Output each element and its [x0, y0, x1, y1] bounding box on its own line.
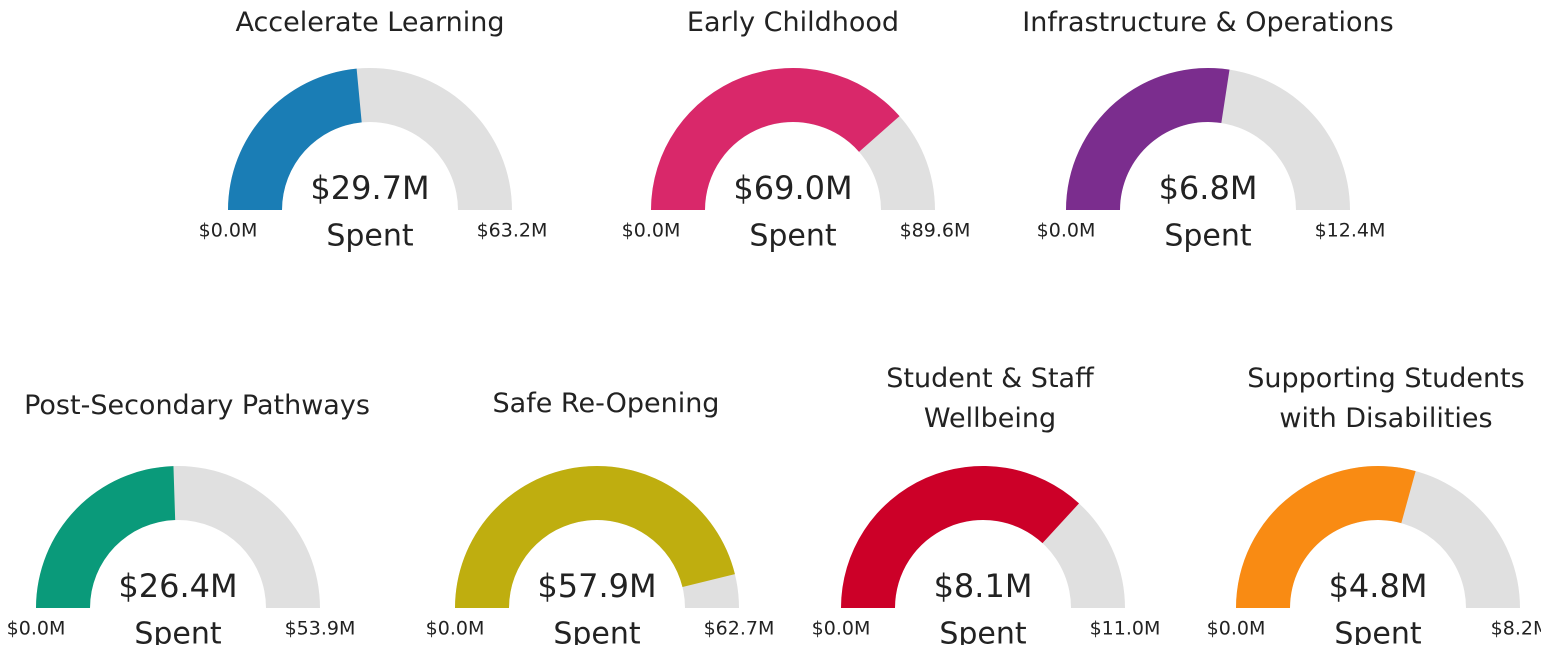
caption: Spent [134, 617, 222, 645]
value-label: $26.4M [118, 567, 237, 605]
tick-label: $12.4M [1315, 220, 1386, 242]
gauge-title: Infrastructure & Operations [1022, 7, 1394, 38]
gauge-fill [36, 466, 176, 608]
value-label: $8.1M [934, 567, 1033, 605]
tick-label: $0.0M [426, 618, 485, 640]
caption: Spent [749, 219, 837, 254]
gauge-title: Early Childhood [686, 7, 900, 38]
tick-label: $0.0M [7, 618, 66, 640]
value-label: $69.0M [733, 169, 852, 207]
caption: Spent [326, 219, 414, 254]
gauge-fill [840, 466, 1080, 608]
gauge-title: Safe Re-Opening [492, 388, 720, 419]
gauge-fill [1236, 466, 1416, 608]
gauge-title: Post-Secondary Pathways [24, 390, 370, 421]
tick-label: $0.0M [812, 618, 871, 640]
gauge-fill [228, 68, 362, 210]
tick-label: $8.2M [1491, 618, 1541, 640]
tick-label: $0.0M [622, 220, 681, 242]
caption: Spent [1334, 617, 1422, 645]
caption: Spent [1164, 219, 1252, 254]
caption: Spent [939, 617, 1027, 645]
tick-label: $53.9M [285, 618, 356, 640]
gauge-title: Supporting Students with Disabilities [1247, 363, 1525, 434]
gauge-fill [1066, 68, 1230, 211]
tick-label: $63.2M [477, 220, 548, 242]
value-label: $29.7M [310, 169, 429, 207]
value-label: $6.8M [1159, 169, 1258, 207]
gauge-fill [651, 67, 900, 210]
tick-label: $0.0M [199, 220, 258, 242]
gauge-fill [455, 466, 735, 608]
gauge-title: Accelerate Learning [235, 7, 505, 38]
tick-label: $62.7M [704, 618, 775, 640]
caption: Spent [553, 617, 641, 645]
tick-label: $11.0M [1090, 618, 1161, 640]
value-label: $57.9M [537, 567, 656, 605]
tick-label: $0.0M [1207, 618, 1266, 640]
tick-label: $89.6M [900, 220, 971, 242]
tick-label: $0.0M [1037, 220, 1096, 242]
gauge-title: Student & Staff Wellbeing [886, 363, 1094, 434]
value-label: $4.8M [1329, 567, 1428, 605]
